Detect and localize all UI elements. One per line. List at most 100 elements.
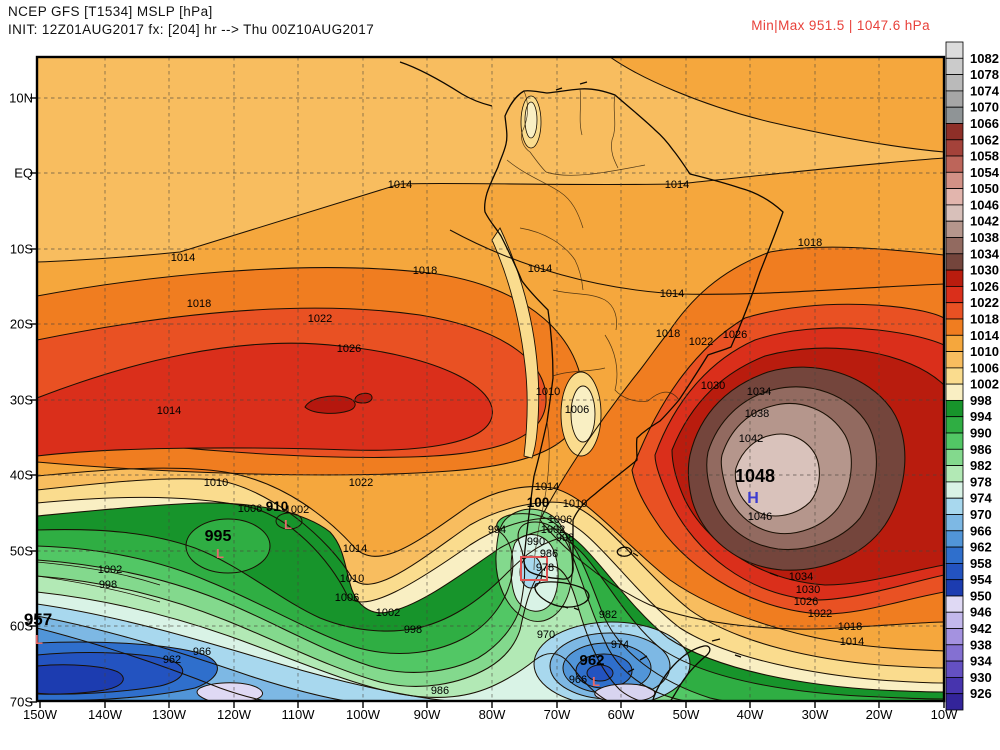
- contour-label: 962: [163, 654, 181, 666]
- contour-label: 1026: [794, 596, 818, 608]
- contour-label: 995: [205, 528, 232, 545]
- colorbar-label: 966: [970, 523, 992, 538]
- contour-label: 962: [579, 652, 604, 669]
- lon-label: 70W: [544, 707, 571, 722]
- lat-label: 70S: [10, 695, 33, 710]
- contour-label: 1048: [735, 466, 775, 486]
- colorbar-cell: [945, 74, 964, 92]
- low-sw-958: [37, 664, 124, 695]
- region-1010-1014-north: [37, 57, 944, 262]
- lon-label: 100W: [346, 707, 381, 722]
- colorbar-cell: [945, 497, 964, 515]
- colorbar-label: 954: [970, 572, 992, 587]
- colorbar-label: 1074: [970, 83, 1000, 98]
- lon-label: 120W: [217, 707, 252, 722]
- colorbar-cell: [945, 530, 964, 548]
- pressure-center-marker: L: [35, 632, 43, 647]
- contour-label: 910: [266, 499, 289, 514]
- contour-label: 1010: [563, 498, 587, 510]
- antarctic-islands: [627, 638, 742, 673]
- lon-label: 30W: [802, 707, 829, 722]
- colorbar-cell: [945, 660, 964, 678]
- lon-label: 140W: [88, 707, 123, 722]
- contour-label: 982: [599, 609, 617, 621]
- contour-lines: [37, 57, 944, 701]
- colorbar-label: 978: [970, 474, 992, 489]
- contour-label: 957: [24, 610, 52, 629]
- min-pressure-box: [520, 556, 548, 581]
- contour-label: 1010: [340, 573, 364, 585]
- colorbar-cell: [945, 546, 964, 564]
- colorbar-label: 1058: [970, 149, 999, 164]
- colorbar-cell: [945, 367, 964, 385]
- colorbar-cell: [945, 204, 964, 222]
- contour-label: 986: [431, 685, 449, 697]
- colorbar-label: 1042: [970, 214, 999, 229]
- colorbar-cell: [945, 351, 964, 369]
- contour-label: 1034: [789, 571, 813, 583]
- contour-label: 1014: [660, 288, 684, 300]
- colorbar-label: 990: [970, 426, 992, 441]
- colorbar-cell: [945, 57, 964, 75]
- contour-label: 1022: [689, 336, 713, 348]
- contour-label: 970: [537, 629, 555, 641]
- contour-label: 1018: [187, 298, 211, 310]
- lon-label: 20W: [866, 707, 893, 722]
- contour-label: 1002: [98, 564, 122, 576]
- contour-label: 1006: [335, 592, 359, 604]
- colorbar-cell: [945, 399, 964, 418]
- colorbar-cell: [945, 644, 964, 662]
- colorbar-cell: [945, 432, 964, 450]
- contour-label: 1002: [376, 607, 400, 619]
- colorbar-label: 950: [970, 589, 992, 604]
- colorbar-cell: [945, 693, 964, 711]
- colorbar-cell: [945, 171, 964, 189]
- contour-label: 1014: [343, 543, 367, 555]
- colorbar-cell: [945, 611, 964, 629]
- lon-label: 10W: [931, 707, 958, 722]
- contour-label: 1022: [349, 477, 373, 489]
- colorbar-label: 970: [970, 507, 992, 522]
- colorbar-cell: [945, 123, 964, 141]
- contour-label: 1038: [745, 408, 769, 420]
- contour-label: 978: [536, 562, 554, 574]
- longitude-axis: 150W 140W 130W 120W 110W 100W 90W 80W 70W 60W 50W 4…: [23, 702, 958, 722]
- lon-label: 40W: [737, 707, 764, 722]
- contour-label: 1002: [541, 524, 565, 536]
- colorbar-label: 938: [970, 637, 992, 652]
- colorbar-label: 1070: [970, 100, 999, 115]
- falkland-islands: [616, 546, 639, 557]
- contour-label: 1014: [665, 179, 689, 191]
- colorbar-label: 1078: [970, 67, 999, 82]
- contour-label: 1026: [723, 329, 747, 341]
- colorbar-label: 998: [970, 393, 992, 408]
- lat-label: 40S: [10, 468, 33, 483]
- lon-label: 150W: [23, 707, 58, 722]
- colorbar-cell: [945, 595, 964, 613]
- colorbar-cell: [945, 106, 964, 124]
- contour-label: 1006: [565, 404, 589, 416]
- colorbar-cell: [945, 90, 964, 108]
- contour-label: 994: [488, 524, 506, 536]
- colorbar-label: 1054: [970, 165, 1000, 180]
- lon-label: 130W: [152, 707, 187, 722]
- contour-label: 1022: [808, 608, 832, 620]
- colorbar-cell: [945, 269, 964, 287]
- colorbar-label: 1030: [970, 263, 999, 278]
- contour-label: 1018: [838, 621, 862, 633]
- colorbar-label: 1046: [970, 197, 999, 212]
- contour-label: 100: [527, 495, 550, 510]
- colorbar-cell: [945, 481, 964, 499]
- colorbar-cell: [945, 448, 964, 466]
- colorbar-cell: [945, 677, 964, 695]
- colorbar-label: 1018: [970, 312, 999, 327]
- low-se-962-core: [586, 664, 614, 682]
- caribbean-islands: [555, 81, 588, 91]
- pressure-center-marker: L: [592, 674, 600, 689]
- pale-patch-se: [594, 683, 656, 701]
- colorbar-cell: [945, 514, 964, 532]
- contour-label: 1018: [413, 265, 437, 277]
